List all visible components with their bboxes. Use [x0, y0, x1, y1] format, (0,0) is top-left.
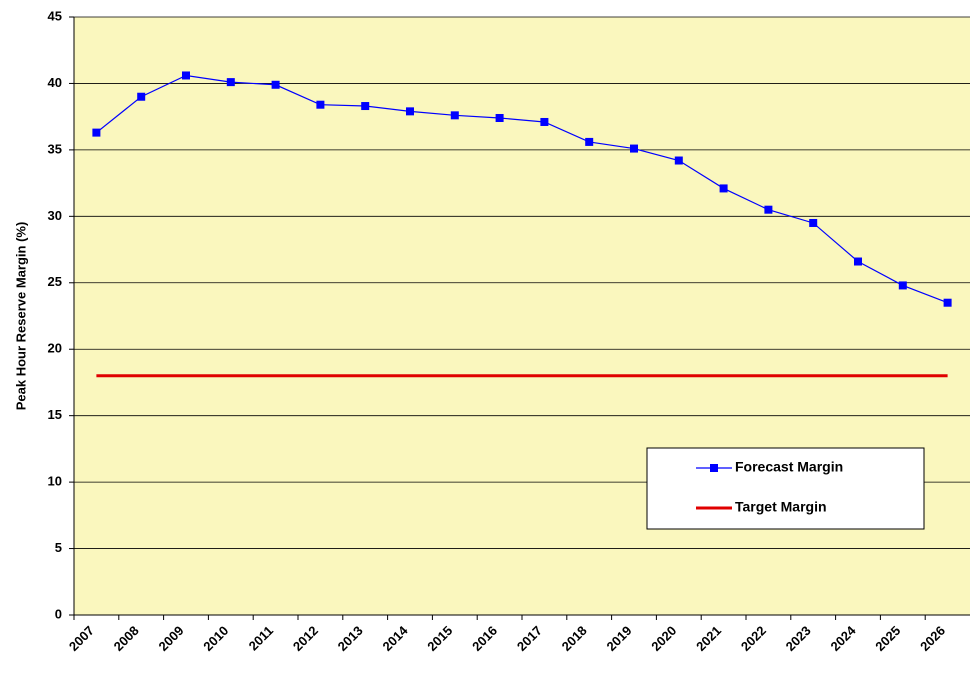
- point-marker: [898, 281, 907, 290]
- x-tick-label: 2007: [66, 623, 97, 654]
- x-tick-label: 2021: [693, 623, 724, 654]
- y-tick-label: 15: [48, 407, 62, 422]
- x-tick-label: 2025: [872, 623, 903, 654]
- point-marker: [809, 218, 818, 227]
- y-tick-label: 20: [48, 341, 62, 356]
- point-marker: [92, 128, 101, 137]
- point-marker: [943, 298, 952, 307]
- x-tick-label: 2016: [469, 623, 500, 654]
- x-tick-label: 2010: [200, 623, 231, 654]
- point-marker: [316, 100, 325, 109]
- y-tick-label: 35: [48, 141, 62, 156]
- legend-marker: [710, 464, 718, 472]
- y-tick-label: 5: [55, 540, 62, 555]
- x-tick-label: 2022: [738, 623, 769, 654]
- x-tick-label: 2019: [603, 623, 634, 654]
- point-marker: [450, 111, 459, 120]
- point-marker: [764, 205, 773, 214]
- x-tick-label: 2014: [379, 622, 411, 654]
- point-marker: [674, 156, 683, 165]
- y-tick-label: 10: [48, 474, 62, 489]
- x-tick-label: 2020: [648, 623, 679, 654]
- y-axis-title: Peak Hour Reserve Margin (%): [13, 222, 28, 411]
- y-tick-label: 45: [48, 8, 62, 23]
- x-tick-label: 2009: [155, 623, 186, 654]
- x-tick-label: 2026: [917, 623, 948, 654]
- point-marker: [585, 137, 594, 146]
- x-tick-label: 2008: [111, 623, 142, 654]
- point-marker: [361, 102, 370, 111]
- x-tick-label: 2012: [290, 623, 321, 654]
- point-marker: [495, 113, 504, 122]
- y-tick-label: 0: [55, 606, 62, 621]
- x-tick-label: 2011: [246, 623, 277, 654]
- x-tick-label: 2017: [514, 623, 545, 654]
- point-marker: [406, 107, 414, 116]
- x-tick-label: 2015: [424, 623, 455, 654]
- point-marker: [271, 80, 280, 89]
- point-marker: [137, 92, 146, 101]
- x-tick-label: 2024: [827, 622, 859, 654]
- y-tick-label: 30: [48, 208, 62, 223]
- legend-box: [646, 447, 925, 530]
- point-marker: [540, 117, 549, 126]
- x-tick-label: 2013: [335, 623, 366, 654]
- point-marker: [854, 257, 862, 266]
- point-marker: [182, 71, 190, 80]
- point-marker: [630, 144, 638, 153]
- point-marker: [226, 78, 235, 87]
- point-marker: [719, 184, 728, 193]
- series-line: [96, 74, 948, 304]
- x-tick-label: 2018: [559, 623, 590, 654]
- legend-label: Forecast Margin: [735, 459, 843, 475]
- y-tick-label: 40: [48, 75, 62, 90]
- x-tick-label: 2023: [783, 623, 814, 654]
- legend-label: Target Margin: [735, 499, 827, 515]
- y-tick-label: 25: [48, 274, 62, 289]
